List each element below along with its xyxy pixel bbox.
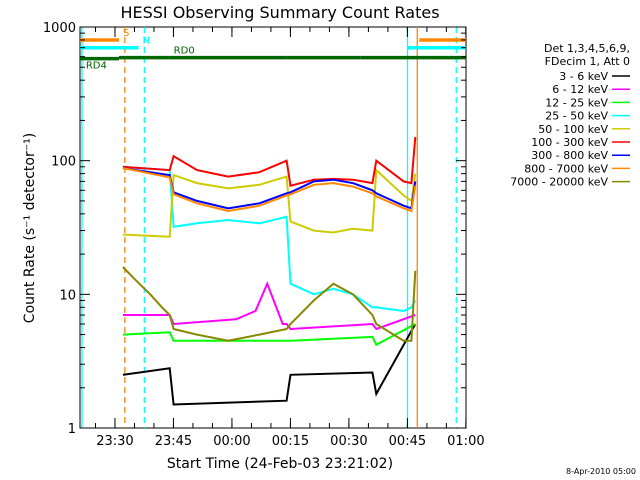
x-tick-label: 23:45 [155,434,192,449]
y-tick-label: 10 [59,288,76,303]
legend-entry-label: 100 - 300 keV [531,136,608,149]
x-tick-label: 00:30 [330,434,367,449]
legend-entry-label: 50 - 100 keV [538,123,608,136]
legend-entry-label: 6 - 12 keV [552,83,608,96]
chart-title: HESSI Observing Summary Count Rates [120,3,439,22]
x-tick-label: 00:15 [272,434,309,449]
y-tick-label: 1000 [43,21,76,36]
x-tick-label: 00:00 [213,434,250,449]
series-lines [122,137,417,406]
x-tick-label: 00:45 [389,434,426,449]
x-tick-label: 01:00 [447,434,484,449]
series-line [122,266,417,342]
y-axis: 1 10 100 1000 [43,21,466,437]
x-axis: 23:30 23:45 00:00 00:15 00:30 00:45 01:00 [94,27,485,449]
y-axis-label: Count Rate (s⁻¹ detector⁻¹) [22,133,38,323]
series-line [122,323,416,347]
legend-entry-label: 12 - 25 keV [545,96,608,109]
state-bar-label: RD0 [174,46,195,57]
state-bar-label: RD4 [86,61,107,72]
legend-entry-label: 7000 - 20000 keV [510,176,608,189]
legend-header: FDecim 1, Att 0 [545,55,630,68]
legend-entry-label: 3 - 6 keV [559,70,608,83]
series-line [122,323,417,406]
mode-change-lines [81,27,457,428]
state-bar-label: N [142,36,149,47]
state-bars: S N RD0 RD4 [80,28,466,72]
series-line [122,137,417,187]
series-line [122,167,417,238]
y-tick-label: 1 [68,422,76,437]
footer-date: 8-Apr-2010 05:00 [566,467,636,476]
x-axis-label: Start Time (24-Feb-03 23:21:02) [167,456,393,472]
x-tick-label: 23:30 [96,434,133,449]
series-line [122,165,417,313]
legend-entry-label: 800 - 7000 keV [524,162,608,175]
y-tick-label: 100 [51,155,76,170]
series-line [122,281,416,331]
legend: Det 1,3,4,5,6,9,FDecim 1, Att 0 3 - 6 keV… [510,42,630,189]
plot-frame [79,26,467,429]
series-line [122,167,417,213]
series-line [122,167,417,210]
legend-entry-label: 25 - 50 keV [545,110,608,123]
legend-header: Det 1,3,4,5,6,9, [544,42,630,55]
legend-entry-label: 300 - 800 keV [531,149,608,162]
state-bar-label: S [123,28,129,39]
